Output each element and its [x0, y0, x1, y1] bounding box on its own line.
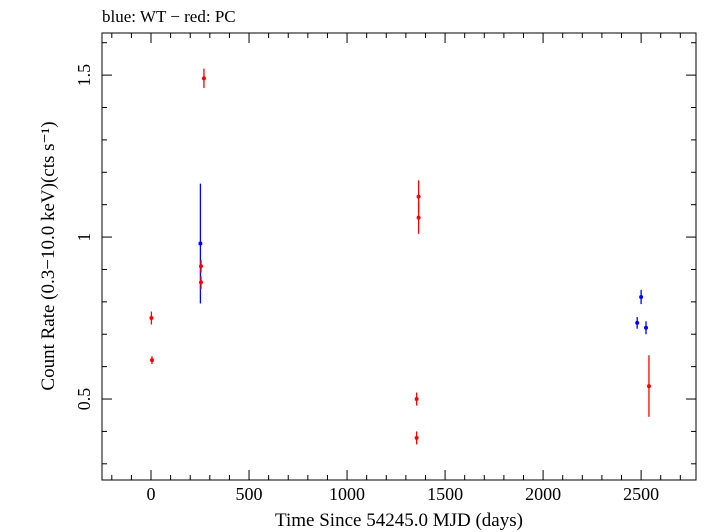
data-point [199, 264, 203, 269]
data-point [416, 194, 421, 199]
y-tick-label: 1.5 [74, 64, 94, 87]
y-axis: 0.5 1 1.5 [74, 42, 696, 465]
data-point [149, 316, 154, 321]
y-tick-label: 1 [74, 233, 94, 242]
data-point [414, 397, 419, 402]
y-tick-label: 0.5 [74, 388, 94, 411]
data-point [199, 280, 203, 285]
data-point [646, 384, 651, 389]
data-point [416, 215, 421, 220]
x-tick-label: 0 [147, 484, 156, 504]
x-tick-label: 2500 [623, 484, 659, 504]
series-pc [149, 68, 651, 445]
data-point [198, 241, 203, 246]
x-tick-label: 2000 [525, 484, 561, 504]
chart-title: blue: WT − red: PC [102, 7, 236, 26]
data-points [149, 68, 651, 445]
y-axis-label: Count Rate (0.3−10.0 keV)(cts s⁻¹) [38, 121, 59, 390]
x-tick-label: 1000 [329, 484, 365, 504]
data-point [414, 435, 419, 440]
plot-frame [101, 32, 697, 481]
series-wt [198, 183, 649, 335]
x-axis-label: Time Since 54245.0 MJD (days) [275, 510, 523, 531]
data-point [644, 325, 649, 330]
data-point [149, 358, 154, 363]
x-tick-label: 1500 [427, 484, 463, 504]
data-point [635, 320, 640, 325]
x-tick-label: 500 [236, 484, 263, 504]
data-point [639, 294, 644, 299]
x-axis: 0 500 1000 1500 2000 2500 [111, 33, 681, 504]
data-point [201, 76, 206, 81]
